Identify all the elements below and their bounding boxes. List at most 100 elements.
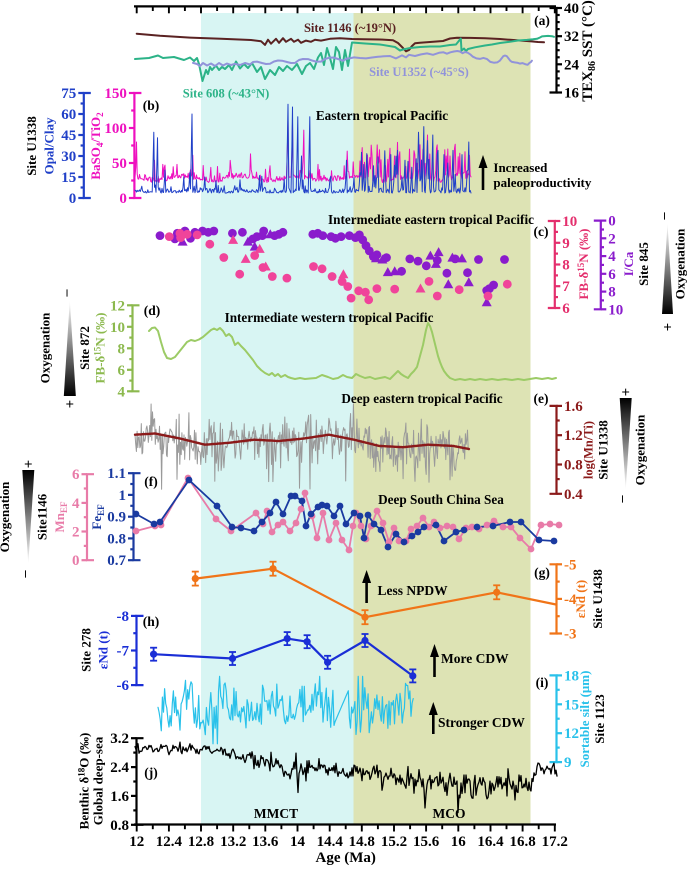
svg-text:2: 2 [608, 231, 616, 247]
svg-text:1: 1 [119, 488, 127, 504]
svg-text:13.2: 13.2 [220, 834, 246, 850]
svg-text:16.4: 16.4 [477, 834, 504, 850]
svg-text:Intermediate western tropical: Intermediate western tropical Pacific [225, 310, 434, 325]
svg-text:2.4: 2.4 [110, 760, 129, 776]
svg-text:4: 4 [118, 384, 126, 400]
svg-text:-5: -5 [564, 557, 577, 573]
svg-text:50: 50 [112, 156, 127, 172]
svg-text:0: 0 [608, 214, 616, 230]
svg-text:Site U1352 (~45°S): Site U1352 (~45°S) [369, 65, 469, 79]
svg-text:17.2: 17.2 [542, 834, 568, 850]
svg-text:–: – [17, 570, 32, 579]
svg-text:(i): (i) [536, 675, 549, 690]
svg-text:εNd (t): εNd (t) [96, 631, 111, 669]
svg-text:TEX86 SST (°C): TEX86 SST (°C) [580, 0, 598, 102]
svg-text:9: 9 [564, 755, 572, 771]
svg-text:Site U1438: Site U1438 [590, 569, 605, 629]
svg-text:Site U1338: Site U1338 [24, 116, 39, 176]
svg-text:Deep eastern tropical Pacific: Deep eastern tropical Pacific [341, 391, 502, 406]
svg-text:32: 32 [564, 29, 579, 45]
svg-text:+: + [621, 385, 630, 401]
svg-text:12: 12 [129, 834, 144, 850]
svg-text:(h): (h) [143, 614, 160, 629]
svg-text:Global deep-sea: Global deep-sea [91, 736, 106, 825]
svg-text:Oxygenation: Oxygenation [0, 481, 12, 553]
svg-text:60: 60 [61, 107, 76, 123]
svg-text:18: 18 [564, 668, 579, 684]
svg-text:0: 0 [69, 191, 77, 207]
svg-text:+: + [66, 397, 75, 413]
svg-text:0: 0 [119, 191, 127, 207]
svg-text:1.6: 1.6 [110, 789, 129, 805]
svg-text:0.4: 0.4 [564, 487, 583, 503]
svg-text:BaSO4/TiO2: BaSO4/TiO2 [88, 112, 105, 180]
svg-text:–: – [615, 495, 630, 504]
svg-text:150: 150 [104, 86, 127, 102]
svg-text:(c): (c) [534, 224, 549, 239]
svg-text:Deep South China Sea: Deep South China Sea [378, 492, 504, 507]
svg-text:12: 12 [110, 298, 125, 314]
svg-text:Increased: Increased [493, 160, 548, 175]
svg-text:45: 45 [61, 128, 76, 144]
svg-text:14.4: 14.4 [317, 834, 344, 850]
svg-text:MMCT: MMCT [254, 806, 298, 821]
svg-text:Intermediate eastern tropical: Intermediate eastern tropical Pacific [328, 212, 534, 227]
svg-text:Less NPDW: Less NPDW [378, 583, 449, 598]
svg-text:Oxygenation: Oxygenation [632, 414, 647, 486]
svg-text:1.6: 1.6 [564, 399, 583, 415]
svg-text:16: 16 [451, 834, 467, 850]
svg-text:Site U1338: Site U1338 [596, 420, 611, 480]
svg-text:7: 7 [562, 279, 570, 295]
svg-text:(e): (e) [534, 391, 549, 406]
svg-text:–: – [657, 212, 672, 221]
svg-text:1.1: 1.1 [107, 466, 126, 482]
svg-text:Oxygenation: Oxygenation [38, 312, 53, 384]
svg-text:-3: -3 [564, 627, 577, 643]
svg-text:(d): (d) [144, 303, 161, 318]
svg-text:10: 10 [608, 302, 623, 318]
svg-text:I/Ca: I/Ca [621, 251, 636, 276]
svg-text:εNd (t): εNd (t) [573, 580, 588, 618]
svg-text:0.7: 0.7 [107, 553, 126, 569]
svg-text:0.8: 0.8 [564, 458, 583, 474]
svg-text:15: 15 [61, 170, 76, 186]
svg-text:2: 2 [72, 525, 80, 541]
svg-text:0.8: 0.8 [107, 531, 126, 547]
svg-text:-6: -6 [117, 678, 130, 694]
svg-text:0: 0 [72, 553, 80, 569]
svg-text:12.4: 12.4 [156, 834, 183, 850]
svg-text:75: 75 [61, 86, 76, 102]
svg-text:8: 8 [118, 341, 126, 357]
svg-text:–: – [59, 289, 74, 298]
svg-text:100: 100 [104, 121, 127, 137]
svg-text:40: 40 [564, 1, 579, 17]
svg-text:(f): (f) [144, 474, 158, 489]
svg-text:13.6: 13.6 [252, 834, 279, 850]
svg-text:14.8: 14.8 [349, 834, 375, 850]
svg-text:(j): (j) [144, 765, 158, 780]
svg-text:-7: -7 [117, 644, 130, 660]
svg-text:Site 845: Site 845 [636, 242, 651, 286]
svg-text:15: 15 [564, 697, 579, 713]
svg-text:4: 4 [608, 249, 616, 265]
svg-text:0.9: 0.9 [107, 510, 126, 526]
svg-text:9: 9 [562, 236, 570, 252]
svg-text:10: 10 [562, 214, 577, 230]
svg-text:6: 6 [118, 363, 126, 379]
svg-text:Site1146: Site1146 [35, 493, 50, 540]
svg-text:Age (Ma): Age (Ma) [316, 850, 376, 865]
svg-text:Site 278: Site 278 [78, 628, 93, 672]
svg-text:paleoproductivity: paleoproductivity [493, 175, 591, 190]
svg-text:12: 12 [564, 726, 579, 742]
svg-text:Site 1146 (~19°N): Site 1146 (~19°N) [304, 21, 396, 35]
svg-text:Site 1123: Site 1123 [592, 694, 607, 744]
svg-text:4: 4 [72, 496, 80, 512]
svg-text:MCO: MCO [433, 806, 466, 821]
svg-text:8: 8 [562, 258, 570, 274]
svg-text:-8: -8 [117, 609, 130, 625]
svg-text:3.2: 3.2 [110, 731, 129, 747]
svg-text:(a): (a) [534, 13, 550, 28]
svg-text:8: 8 [608, 285, 616, 301]
svg-text:24: 24 [564, 57, 580, 73]
svg-text:Sortable silt (μm): Sortable silt (μm) [577, 671, 592, 768]
